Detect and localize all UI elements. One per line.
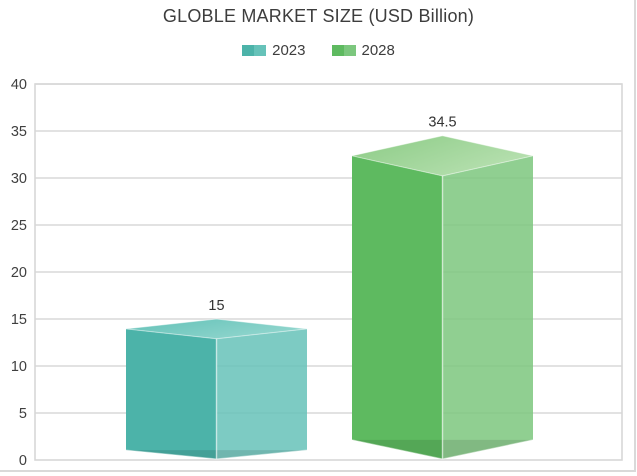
y-tick-label-40: 40 <box>11 77 27 93</box>
bar-value-label-2023: 15 <box>208 298 224 314</box>
legend-item-2023[interactable]: 2023 <box>242 42 306 59</box>
legend-label-2028: 2028 <box>361 42 395 59</box>
bar-right-face <box>442 155 533 459</box>
y-tick-label-25: 25 <box>11 218 27 234</box>
bar-2028[interactable]: 34.5 <box>351 115 534 460</box>
y-tick-label-0: 0 <box>19 453 27 469</box>
chart-title: GLOBLE MARKET SIZE (USD Billion) <box>162 6 475 26</box>
bar-bottom-edge <box>351 439 534 460</box>
y-tick-label-20: 20 <box>11 265 27 281</box>
container-border-right <box>634 0 636 472</box>
bar-2023[interactable]: 15 <box>125 298 308 460</box>
bar-right-face <box>216 328 307 459</box>
y-tick-label-15: 15 <box>11 312 27 328</box>
bar-bottom-edge <box>125 449 308 460</box>
legend-label-2023: 2023 <box>272 42 306 59</box>
bar-value-label-2028: 34.5 <box>428 115 456 131</box>
plot-border <box>34 83 623 461</box>
y-tick-label-35: 35 <box>11 124 27 140</box>
y-tick-label-30: 30 <box>11 171 27 187</box>
y-tick-label-5: 5 <box>19 406 27 422</box>
y-tick-label-10: 10 <box>11 359 27 375</box>
bar-left-face <box>352 155 443 459</box>
legend-swatch-2028-icon <box>331 45 356 56</box>
legend-item-2028[interactable]: 2028 <box>331 42 395 59</box>
container-border-bottom <box>0 470 636 472</box>
legend-swatch-2023-icon <box>242 45 267 56</box>
bar-left-face <box>126 328 217 459</box>
legend: 2023 2028 <box>0 42 637 59</box>
